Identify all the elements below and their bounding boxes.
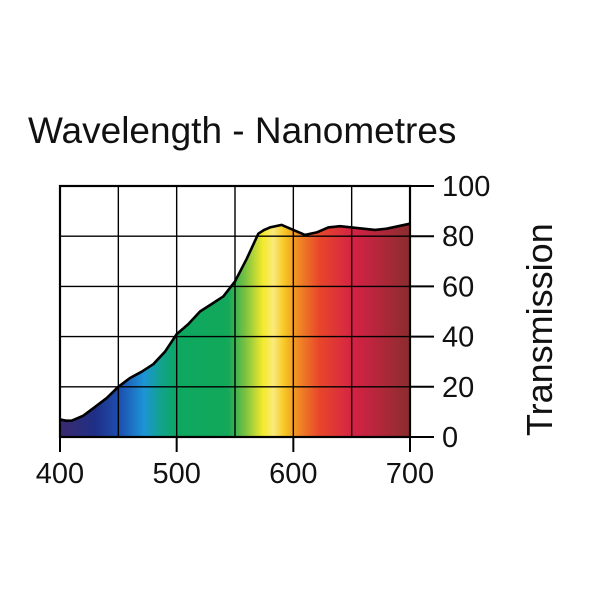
y-tick-label: 0 — [442, 422, 458, 454]
y-tick-label: 40 — [442, 322, 474, 354]
chart-title: Wavelength - Nanometres — [28, 110, 456, 151]
x-tick-label: 600 — [269, 458, 317, 490]
x-tick-label: 700 — [386, 458, 434, 490]
y-tick-label: 100 — [442, 171, 490, 203]
x-tick-label: 500 — [152, 458, 200, 490]
axis-ticks: 0 20 40 60 80 100 400 500 600 700 — [36, 171, 491, 490]
x-tick-label: 400 — [36, 458, 84, 490]
transmission-curve — [59, 222, 411, 422]
y-tick-label: 80 — [442, 221, 474, 253]
y-tick-label: 20 — [442, 372, 474, 404]
y-tick-label: 60 — [442, 271, 474, 303]
plot-frame — [58, 184, 412, 439]
y-axis-label: Transmission — [519, 223, 560, 436]
